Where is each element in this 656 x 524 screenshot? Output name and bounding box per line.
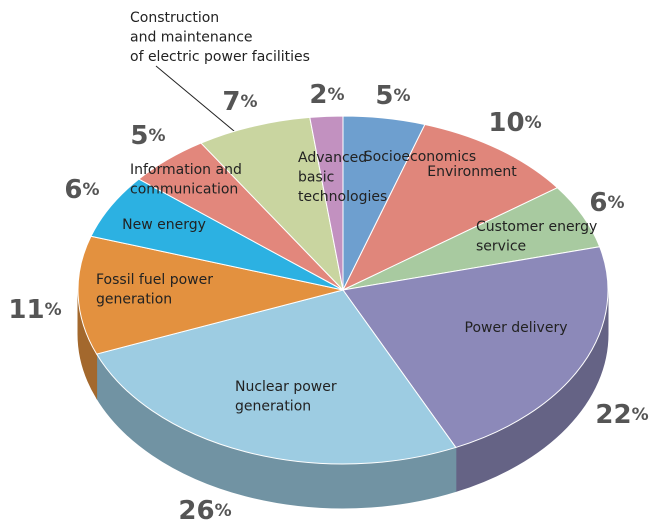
value-unit: % [45, 300, 62, 320]
value-unit: % [394, 86, 411, 106]
value-label: 2% [309, 80, 344, 110]
value-number: 10 [488, 108, 524, 138]
category-label: Construction and maintenance of electric… [130, 10, 310, 65]
label-line: service [476, 239, 526, 255]
value-label: 26% [178, 496, 231, 524]
category-label: Nuclear power generation [235, 379, 341, 415]
value-label: 6% [589, 188, 624, 218]
leader-line [155, 65, 247, 142]
value-unit: % [608, 193, 625, 213]
label-line: New energy [122, 217, 206, 233]
value-number: 6 [589, 188, 607, 218]
value-number: 7 [222, 87, 240, 117]
value-unit: % [525, 113, 542, 133]
label-line: Customer energy [476, 219, 602, 235]
category-label: Power delivery [465, 320, 568, 336]
label-line: Advanced [298, 150, 372, 166]
slice [341, 123, 559, 292]
label-line: Fossil fuel power [96, 272, 217, 288]
value-number: 6 [64, 175, 82, 205]
slice [95, 289, 457, 465]
value-label: 5% [130, 121, 165, 151]
label-line: of electric power facilities [130, 49, 310, 65]
label-line: generation [96, 292, 172, 308]
label-line: Construction [130, 10, 224, 26]
label-line: basic [298, 170, 339, 186]
slice [200, 116, 344, 292]
category-label: Socioeconomics [364, 149, 476, 165]
label-line: Socioeconomics [364, 149, 476, 165]
slice [77, 235, 344, 355]
value-unit: % [328, 85, 345, 105]
category-label: Customer energy service [476, 219, 602, 255]
value-number: 2 [309, 80, 327, 110]
label-line: Power delivery [465, 320, 568, 336]
value-label: 11% [8, 295, 61, 325]
label-line: technologies [298, 189, 387, 205]
value-number: 5 [130, 121, 148, 151]
category-label: New energy [122, 217, 206, 233]
category-label: Advanced basic technologies [298, 150, 387, 205]
label-line: Nuclear power [235, 379, 341, 395]
category-label: Fossil fuel power generation [96, 272, 217, 308]
value-label: 22% [595, 400, 648, 430]
category-label: Environment [427, 164, 517, 180]
slice [342, 246, 609, 449]
slice [309, 115, 344, 291]
label-line: Information and [130, 162, 246, 178]
value-unit: % [149, 126, 166, 146]
value-number: 5 [375, 81, 393, 111]
value-unit: % [83, 180, 100, 200]
value-label: 10% [488, 108, 541, 138]
label-line: and maintenance [130, 30, 257, 46]
category-label: Information and communication [130, 162, 246, 198]
value-unit: % [241, 92, 258, 112]
label-line: Environment [427, 164, 517, 180]
value-number: 26 [178, 496, 214, 524]
label-line: communication [130, 182, 238, 198]
value-label: 6% [64, 175, 99, 205]
value-number: 22 [595, 400, 631, 430]
value-label: 5% [375, 81, 410, 111]
label-line: generation [235, 399, 311, 415]
value-number: 11 [8, 295, 44, 325]
value-unit: % [215, 501, 232, 521]
value-label: 7% [222, 87, 257, 117]
value-unit: % [632, 405, 649, 425]
